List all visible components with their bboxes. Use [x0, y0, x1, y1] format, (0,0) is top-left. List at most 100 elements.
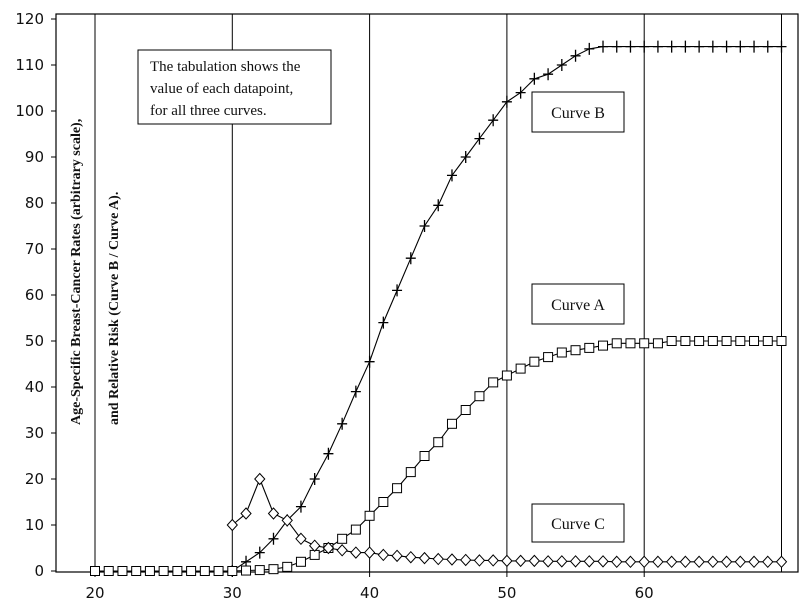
- data-point-curve-a: [337, 533, 348, 544]
- data-point-curve-c: [720, 555, 733, 569]
- data-point-curve-c: [226, 518, 238, 532]
- data-point-curve-c: [363, 546, 376, 559]
- label-frame-curve-b: [531, 91, 625, 133]
- data-point-curve-c: [693, 555, 705, 569]
- data-point-curve-a: [295, 556, 306, 567]
- data-point-curve-a: [446, 418, 457, 429]
- data-point-curve-a: [131, 566, 142, 576]
- data-point-curve-c: [707, 555, 719, 569]
- y-tick-label: 20: [25, 470, 44, 488]
- series-line-curve-a: [95, 340, 782, 572]
- data-point-curve-b: [515, 86, 526, 99]
- data-point-curve-a: [762, 336, 773, 346]
- note-frame: [137, 49, 332, 125]
- label-frame-curve-a: [531, 283, 625, 325]
- note-box: The tabulation shows the value of each d…: [137, 49, 332, 125]
- data-point-curve-b: [639, 40, 650, 53]
- data-point-curve-b: [295, 500, 306, 513]
- x-tick-label: 40: [360, 584, 379, 602]
- data-point-curve-c: [665, 555, 678, 569]
- data-point-curve-a: [282, 561, 293, 572]
- data-point-curve-c: [556, 555, 568, 568]
- data-point-curve-c: [487, 554, 499, 567]
- plot-frame: [55, 13, 799, 573]
- data-point-curve-c: [405, 550, 417, 564]
- data-point-curve-b: [694, 40, 705, 53]
- data-point-curve-b: [543, 68, 554, 81]
- data-point-curve-a: [172, 566, 183, 576]
- data-point-curve-b: [337, 417, 348, 430]
- data-point-curve-b: [680, 40, 691, 53]
- data-point-curve-b: [625, 40, 636, 53]
- data-point-curve-c: [240, 507, 252, 520]
- series-layer: [90, 40, 788, 577]
- data-point-curve-b: [529, 72, 540, 85]
- data-point-curve-b: [309, 473, 320, 485]
- data-point-curve-c: [748, 555, 760, 569]
- data-point-curve-c: [350, 546, 362, 559]
- series-curve-c: [226, 472, 788, 569]
- label-curve-a: Curve A: [551, 297, 605, 314]
- y-tick-label: 10: [25, 516, 44, 534]
- data-point-curve-b: [570, 49, 581, 62]
- data-point-curve-c: [336, 544, 348, 557]
- data-point-curve-c: [460, 553, 472, 567]
- data-point-curve-c: [652, 555, 664, 569]
- data-point-curve-a: [419, 451, 430, 461]
- data-point-curve-a: [144, 566, 155, 576]
- data-point-curve-a: [529, 356, 540, 367]
- note-line-1: The tabulation shows the: [150, 59, 301, 75]
- data-point-curve-a: [227, 566, 238, 576]
- label-frame-curve-c: [531, 503, 625, 543]
- data-point-curve-a: [392, 483, 403, 494]
- data-point-curve-c: [583, 555, 595, 568]
- data-point-curve-b: [598, 40, 609, 53]
- data-point-curve-a: [254, 565, 265, 576]
- data-point-curve-b: [378, 316, 389, 329]
- data-point-curve-b: [350, 385, 361, 398]
- data-point-curve-a: [350, 524, 361, 535]
- data-point-curve-c: [514, 554, 527, 568]
- data-point-curve-b: [584, 42, 595, 55]
- data-point-curve-a: [515, 363, 526, 374]
- y-axis-label-line-1: Age-Specific Breast-Cancer Rates (arbitr…: [69, 119, 84, 425]
- data-point-curve-a: [570, 345, 581, 356]
- data-point-curve-b: [501, 95, 512, 108]
- data-point-curve-a: [543, 352, 554, 363]
- data-point-curve-c: [322, 541, 335, 555]
- data-point-curve-a: [117, 566, 128, 576]
- data-point-curve-c: [446, 553, 458, 566]
- data-point-curve-a: [213, 566, 224, 576]
- data-point-curve-a: [199, 566, 210, 576]
- data-point-curve-b: [364, 355, 375, 368]
- data-point-curve-a: [721, 336, 732, 346]
- data-point-curve-a: [611, 338, 622, 349]
- x-tick-label: 60: [635, 584, 654, 602]
- data-point-curve-a: [186, 566, 197, 576]
- data-point-curve-b: [433, 199, 444, 212]
- data-point-curve-a: [625, 338, 636, 349]
- data-point-curve-c: [679, 555, 692, 569]
- y-tick-label: 120: [15, 10, 44, 28]
- data-point-curve-a: [556, 347, 567, 358]
- data-point-curve-a: [474, 391, 485, 402]
- data-point-curve-c: [309, 539, 321, 552]
- data-point-curve-c: [254, 472, 266, 486]
- data-point-curve-b: [721, 40, 732, 53]
- data-point-curve-c: [597, 555, 609, 568]
- data-point-curve-a: [652, 338, 663, 349]
- data-point-curve-c: [734, 555, 746, 569]
- label-box-curve-b: Curve B: [531, 91, 625, 133]
- y-tick-label: 90: [25, 148, 44, 166]
- data-point-curve-b: [735, 40, 746, 53]
- data-point-curve-a: [103, 566, 114, 576]
- data-point-curve-c: [267, 507, 280, 520]
- data-point-curve-a: [694, 336, 705, 346]
- y-tick-label: 40: [25, 378, 44, 396]
- data-point-curve-c: [501, 554, 513, 568]
- data-point-curve-a: [666, 336, 677, 346]
- data-point-curve-b: [749, 40, 760, 53]
- data-point-curve-a: [707, 336, 718, 346]
- data-point-curve-a: [598, 340, 609, 351]
